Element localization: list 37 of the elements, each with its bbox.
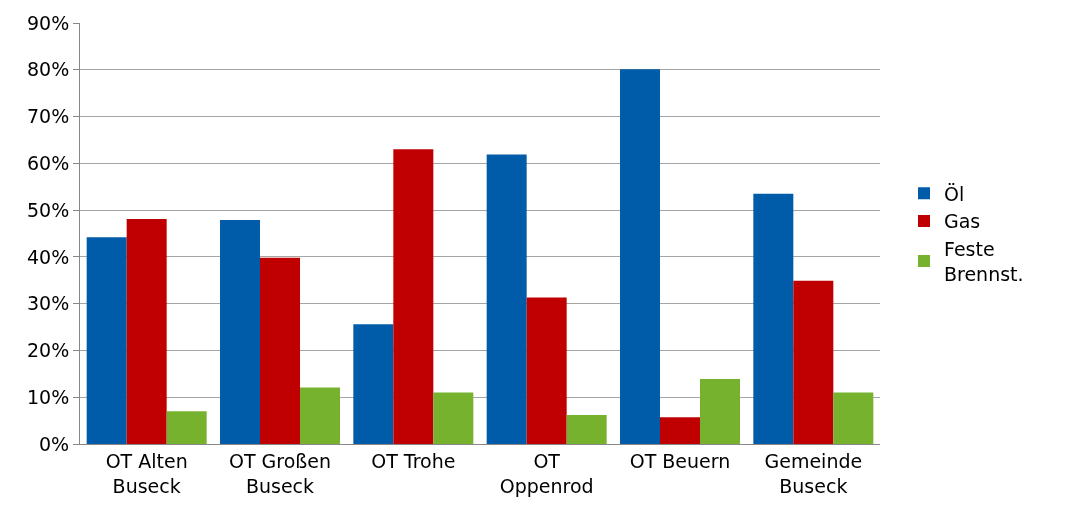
bar [566,415,607,444]
x-tick-label: OT Großen Buseck [228,449,332,497]
bar [166,411,207,444]
bar [660,417,700,444]
bar [486,154,527,444]
bar [353,324,394,444]
y-tick-label: 60% [26,151,70,174]
bar [433,392,474,444]
y-tick-label: 80% [26,58,70,81]
y-tick-label: 0% [39,432,70,455]
y-tick-label: 50% [26,198,70,221]
bar [833,392,874,444]
bar [526,297,567,444]
bar [260,257,300,444]
x-tick-label: OT Alten Buseck [105,449,188,497]
bar [793,280,834,444]
legend-label: Öl [944,182,965,205]
bar [620,69,660,444]
bar [126,219,167,444]
legend-label: Gas [944,210,981,233]
x-tick-label: OT Oppenrod [499,449,594,497]
bar [220,219,260,444]
y-tick-label: 70% [26,105,70,128]
bar [753,193,794,444]
x-tick-label: OT Beuern [629,449,731,472]
legend-label: Feste Brennst. [944,238,1024,285]
y-tick-label: 40% [26,245,70,268]
bar [86,237,127,444]
bar [700,378,740,444]
bar [300,387,340,444]
y-tick-label: 30% [26,292,70,315]
y-tick-label: 20% [26,339,70,362]
x-tick-label: Gemeinde Buseck [764,449,863,497]
bar [393,149,434,444]
y-tick-label: 10% [26,385,70,408]
y-tick-label: 90% [26,11,70,34]
x-tick-label: OT Trohe [371,449,456,472]
